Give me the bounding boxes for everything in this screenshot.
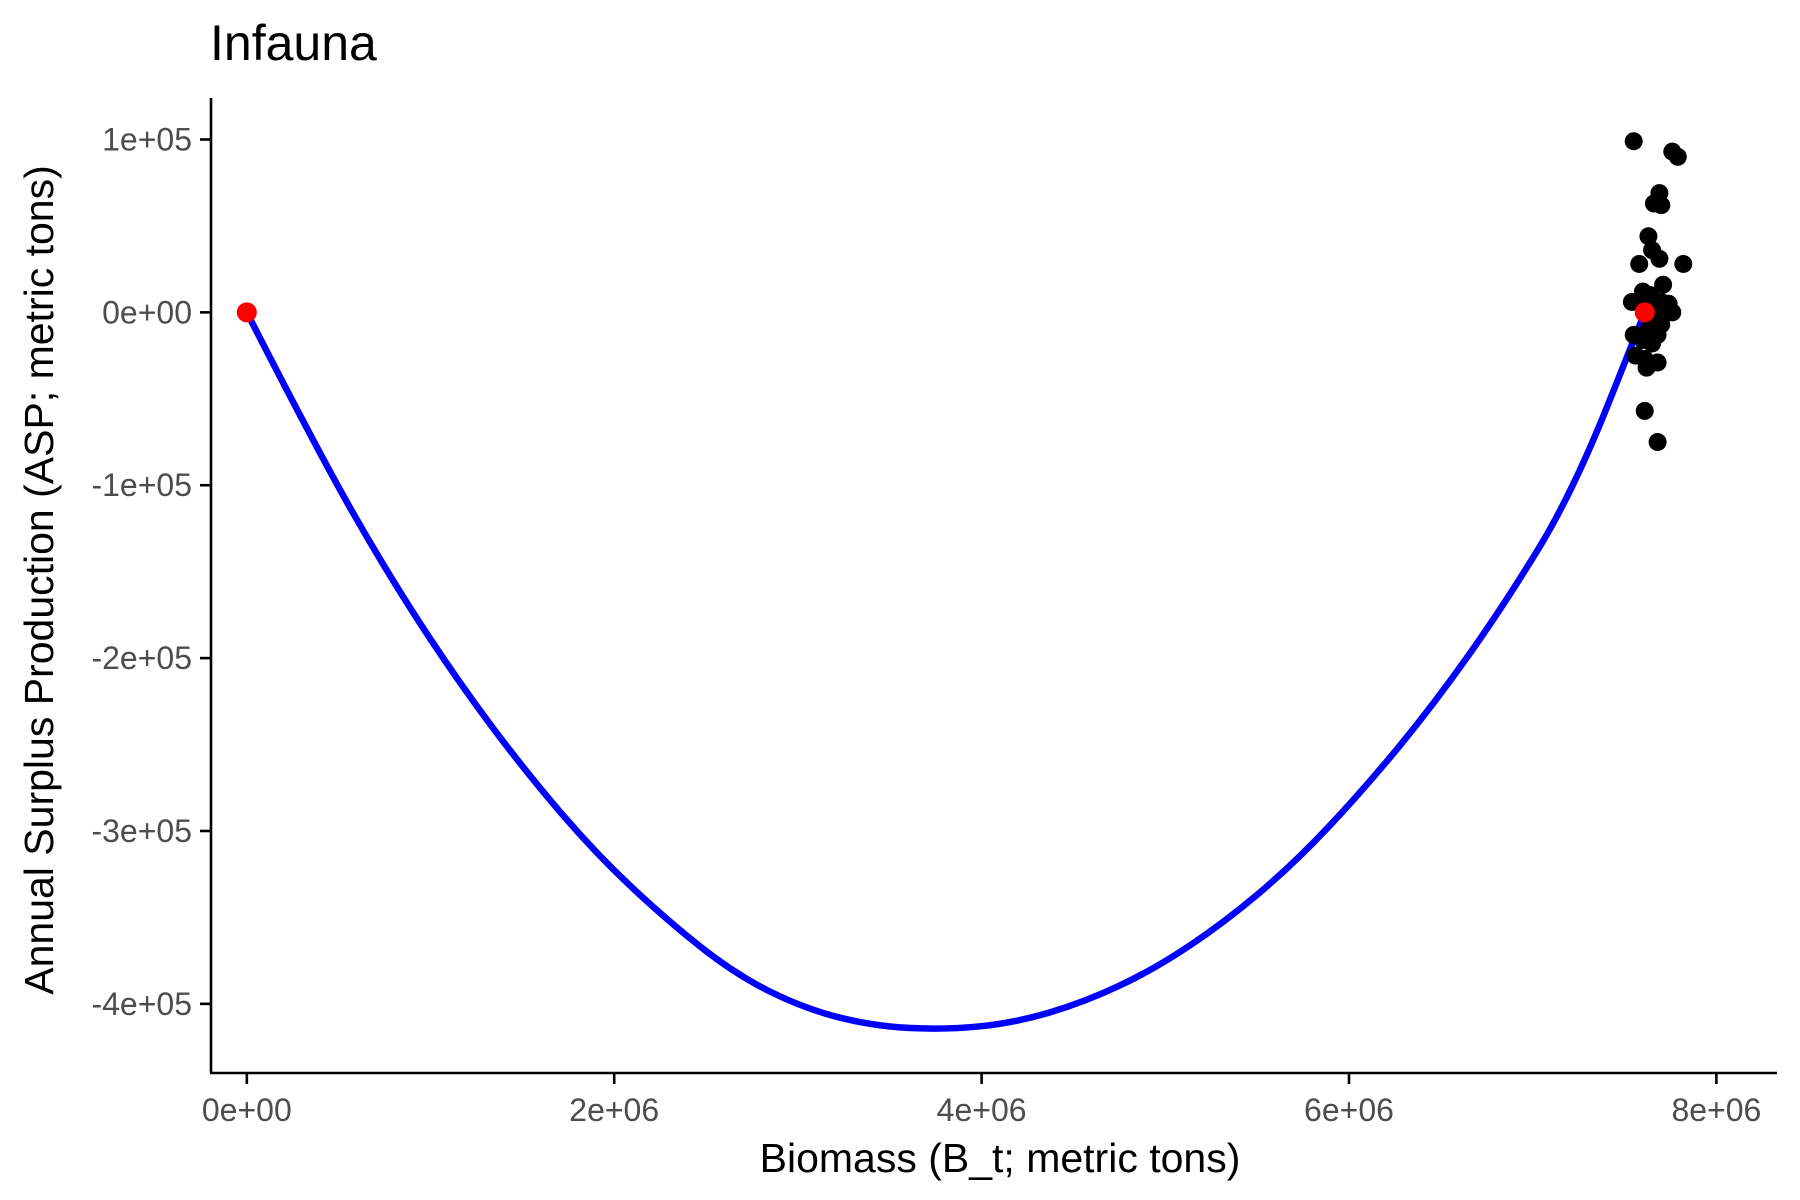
x-tick-label: 8e+06 — [1671, 1092, 1761, 1128]
y-tick-label: -2e+05 — [91, 640, 192, 676]
fitted-curve-line — [243, 309, 1648, 1032]
chart-title: Infauna — [210, 15, 377, 71]
data-point — [1624, 132, 1643, 151]
y-tick-label: -4e+05 — [91, 986, 192, 1022]
data-point — [1663, 303, 1682, 322]
data-point — [1643, 334, 1662, 353]
data-point — [1668, 147, 1687, 166]
data-point — [1652, 196, 1671, 215]
plot-area — [236, 132, 1693, 1032]
reference-point — [1634, 302, 1655, 323]
data-point — [1654, 275, 1673, 294]
y-axis-title: Annual Surplus Production (ASP; metric t… — [16, 165, 62, 995]
x-axis-ticks: 0e+00 2e+06 4e+06 6e+06 8e+06 — [202, 1073, 1761, 1128]
data-point — [1637, 358, 1656, 377]
data-point — [1635, 401, 1654, 420]
data-point — [1639, 227, 1658, 246]
reference-point — [236, 302, 257, 323]
x-tick-label: 4e+06 — [937, 1092, 1027, 1128]
data-point — [1648, 433, 1667, 452]
x-tick-label: 0e+00 — [202, 1092, 292, 1128]
y-tick-label: -3e+05 — [91, 813, 192, 849]
data-point — [1630, 254, 1649, 273]
x-axis-title: Biomass (B_t; metric tons) — [760, 1135, 1241, 1181]
data-point — [1674, 254, 1693, 273]
data-point — [1650, 249, 1669, 268]
y-axis-ticks: 1e+05 0e+00 -1e+05 -2e+05 -3e+05 -4e+05 — [91, 121, 211, 1022]
x-tick-label: 6e+06 — [1304, 1092, 1394, 1128]
y-tick-label: -1e+05 — [91, 467, 192, 503]
y-tick-label: 1e+05 — [102, 121, 192, 157]
data-point — [1622, 292, 1641, 311]
y-tick-label: 0e+00 — [102, 294, 192, 330]
x-tick-label: 2e+06 — [569, 1092, 659, 1128]
